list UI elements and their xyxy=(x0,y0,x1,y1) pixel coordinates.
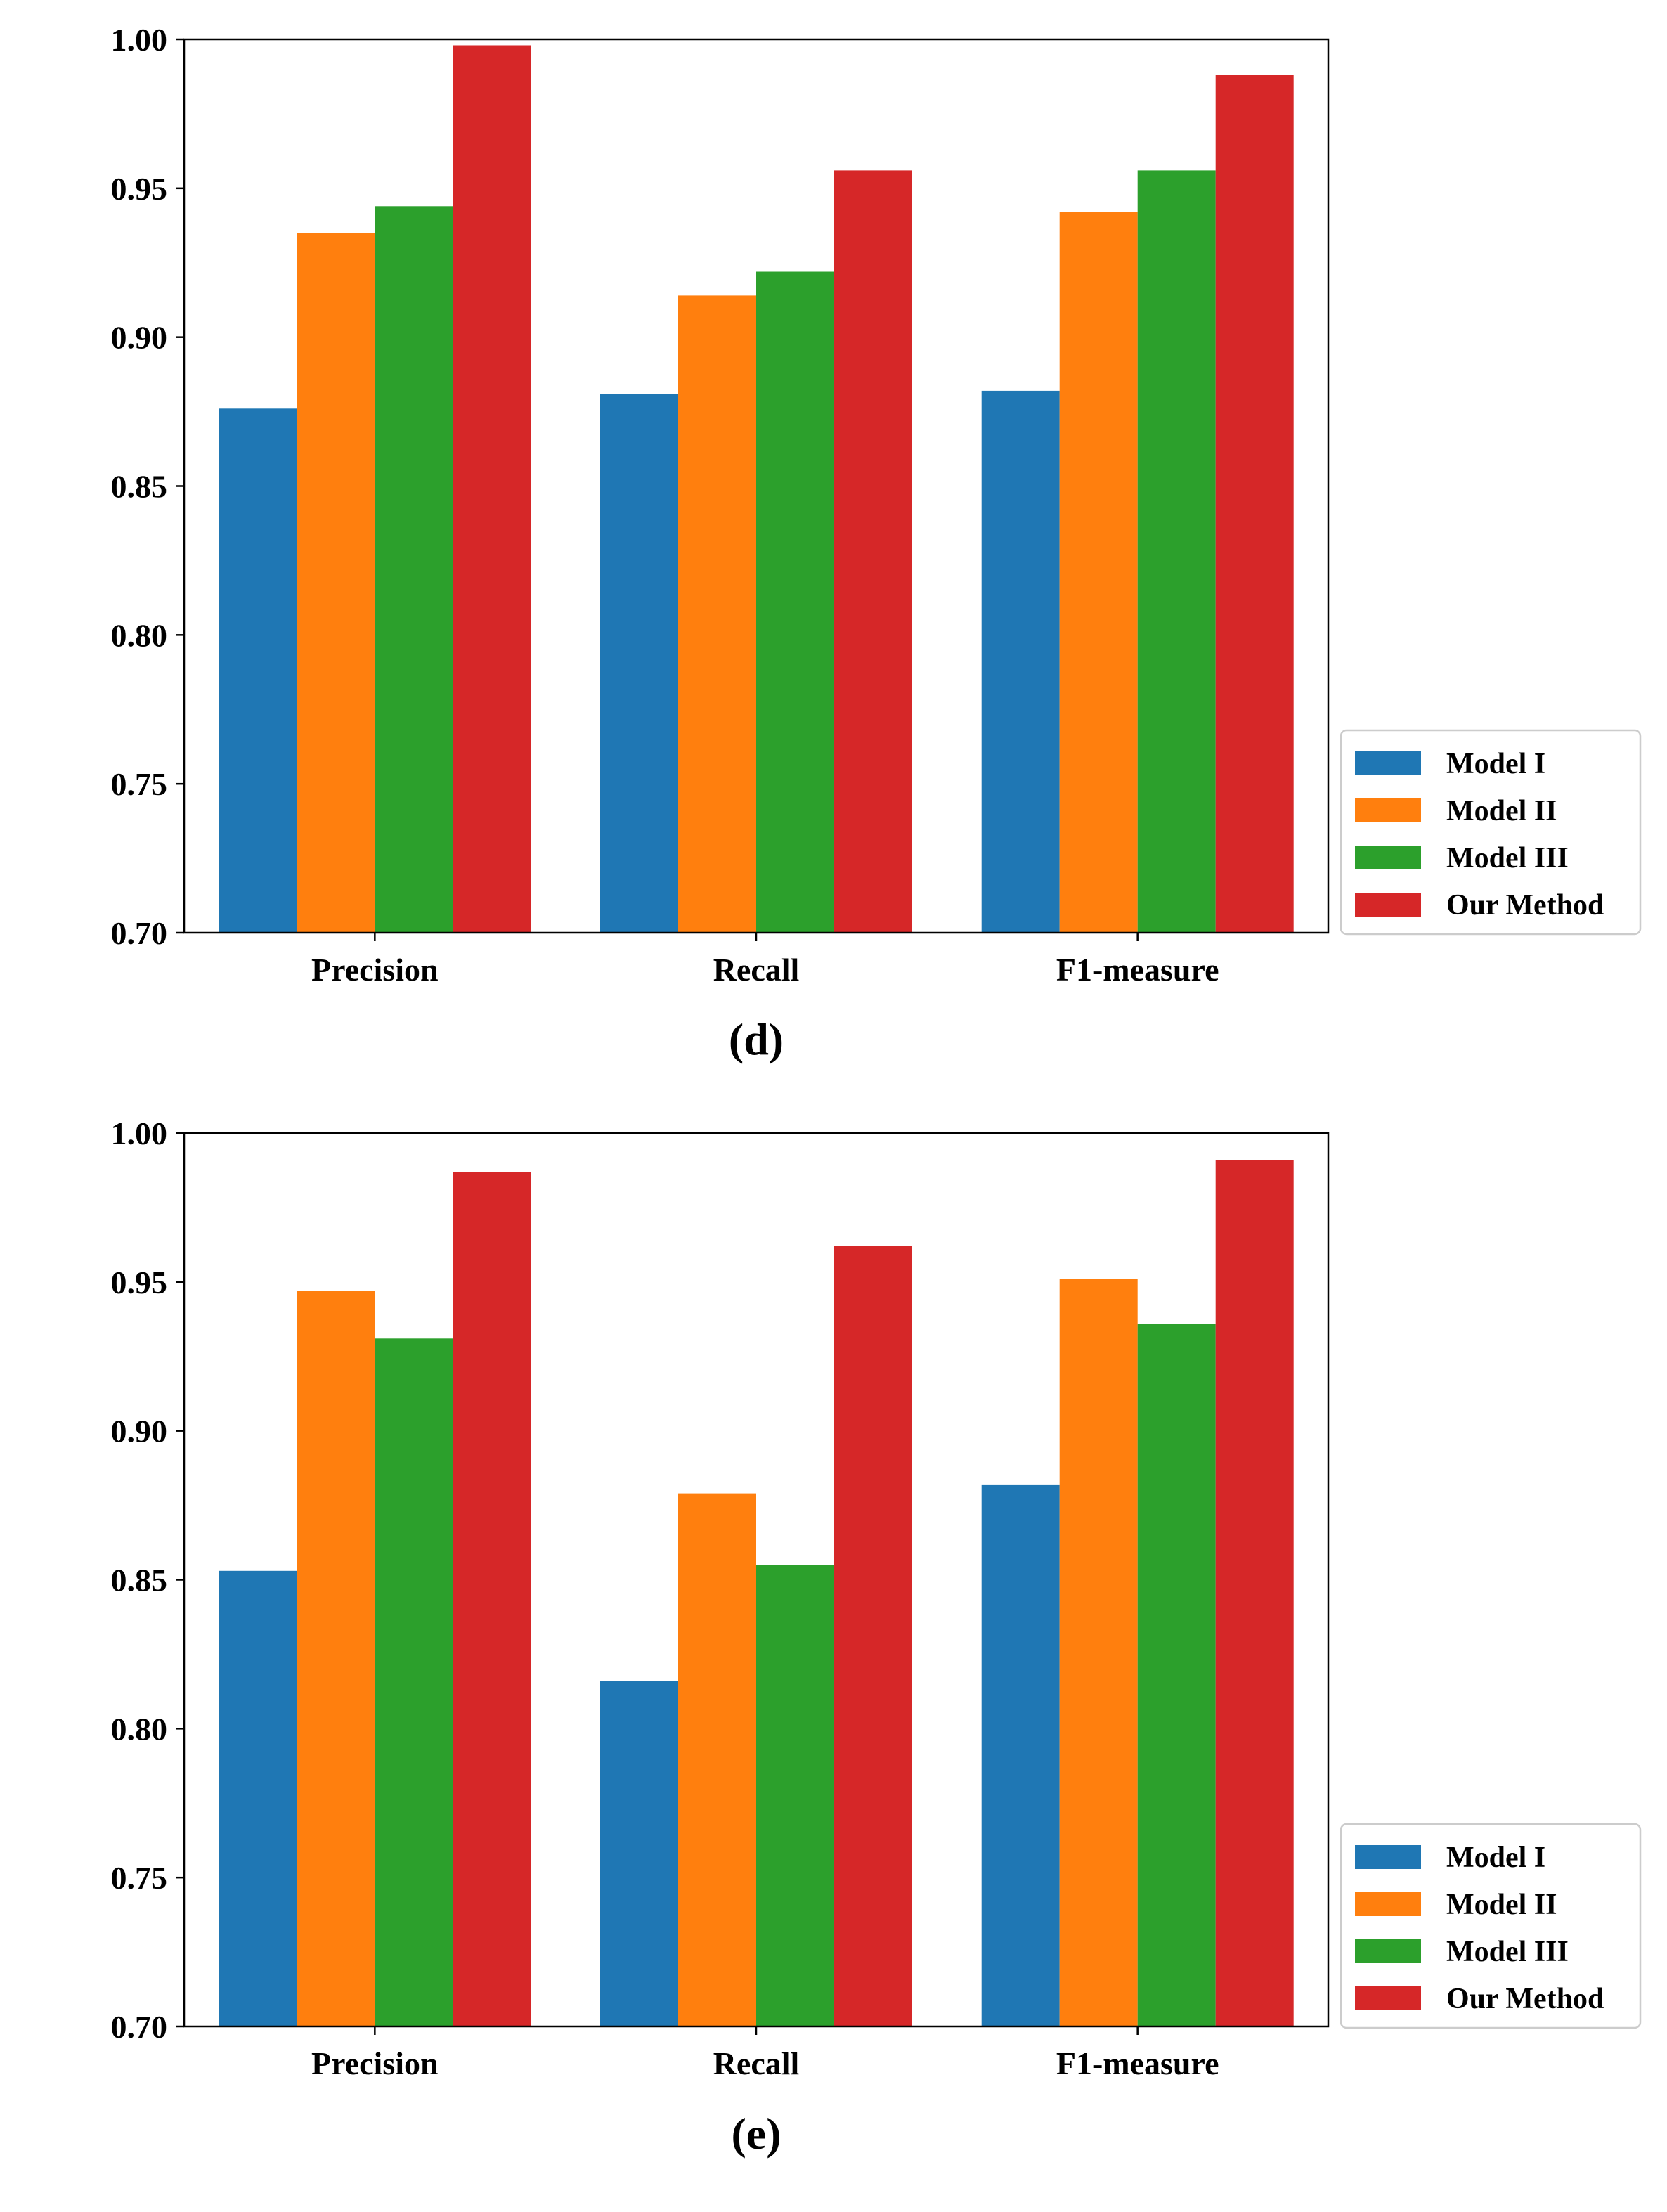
legend-swatch-model-ii xyxy=(1355,1892,1421,1916)
panel-label: (e) xyxy=(731,2109,781,2159)
y-tick-label: 0.80 xyxy=(111,1711,168,1747)
bar-model-iii-precision xyxy=(375,206,453,933)
bar-our-method-recall xyxy=(834,1246,912,2026)
legend-label: Model II xyxy=(1446,1889,1557,1921)
y-tick-label: 0.70 xyxy=(111,2009,168,2045)
x-tick-label: Recall xyxy=(713,2045,800,2081)
x-tick-label: Recall xyxy=(713,952,800,988)
y-tick-label: 0.85 xyxy=(111,469,168,505)
legend-swatch-our-method xyxy=(1355,1986,1421,2010)
y-tick-label: 0.70 xyxy=(111,915,168,951)
y-tick-label: 1.00 xyxy=(111,22,168,58)
y-tick-label: 0.90 xyxy=(111,1414,168,1449)
legend-swatch-model-ii xyxy=(1355,798,1421,822)
legend-box xyxy=(1340,729,1642,936)
bar-model-ii-precision xyxy=(297,1291,375,2026)
bar-our-method-precision xyxy=(453,45,531,933)
y-tick-label: 0.75 xyxy=(111,766,168,802)
bar-model-i-f1-measure xyxy=(981,390,1060,933)
legend-box xyxy=(1340,1823,1642,2029)
bar-our-method-f1-measure xyxy=(1215,1160,1294,2026)
legend-label: Model II xyxy=(1446,795,1557,827)
x-tick-label: F1-measure xyxy=(1056,952,1219,988)
legend-swatch-model-iii xyxy=(1355,1939,1421,1963)
bar-model-ii-f1-measure xyxy=(1059,1279,1138,2026)
y-tick-label: 0.95 xyxy=(111,171,168,207)
legend-swatch-model-i xyxy=(1355,751,1421,775)
bar-model-ii-f1-measure xyxy=(1059,212,1138,933)
bar-model-iii-precision xyxy=(375,1338,453,2026)
bar-model-ii-recall xyxy=(678,295,756,933)
y-tick-label: 0.85 xyxy=(111,1563,168,1598)
legend-label: Model I xyxy=(1446,748,1545,780)
bar-model-i-recall xyxy=(600,394,678,933)
panel-label: (d) xyxy=(729,1014,784,1064)
x-tick-label: F1-measure xyxy=(1056,2045,1219,2081)
bar-model-iii-f1-measure xyxy=(1137,170,1216,933)
bar-model-iii-f1-measure xyxy=(1137,1324,1216,2026)
legend-swatch-model-i xyxy=(1355,1845,1421,1869)
chart-panel-e: Precision Recall F1-measure 0.70 0.75 0.80 0.8… xyxy=(111,1115,1642,2159)
bar-model-iii-recall xyxy=(756,271,834,933)
y-tick-label: 0.90 xyxy=(111,320,168,356)
bar-model-ii-precision xyxy=(297,233,375,933)
x-tick-label: Precision xyxy=(311,952,439,988)
bar-model-i-precision xyxy=(219,408,297,933)
bar-model-ii-recall xyxy=(678,1493,756,2026)
y-tick-label: 0.80 xyxy=(111,617,168,653)
bar-our-method-recall xyxy=(834,170,912,933)
bar-model-iii-recall xyxy=(756,1565,834,2026)
legend-label: Our Method xyxy=(1446,1983,1604,2015)
legend-label: Our Method xyxy=(1446,889,1604,921)
y-tick-label: 1.00 xyxy=(111,1115,168,1151)
bar-our-method-precision xyxy=(453,1172,531,2026)
bar-our-method-f1-measure xyxy=(1215,75,1294,933)
y-tick-label: 0.75 xyxy=(111,1860,168,1896)
legend-label: Model III xyxy=(1446,842,1569,874)
chart-panel-d: Precision Recall F1-measure 0.70 0.75 0.80 0.8… xyxy=(111,22,1642,1064)
x-tick-label: Precision xyxy=(311,2045,439,2081)
bar-model-i-recall xyxy=(600,1681,678,2026)
legend-label: Model I xyxy=(1446,1842,1545,1874)
legend-label: Model III xyxy=(1446,1936,1569,1968)
legend-swatch-model-iii xyxy=(1355,846,1421,869)
legend-swatch-our-method xyxy=(1355,893,1421,917)
y-tick-label: 0.95 xyxy=(111,1265,168,1300)
bar-model-i-precision xyxy=(219,1570,297,2026)
bar-model-i-f1-measure xyxy=(981,1484,1060,2026)
